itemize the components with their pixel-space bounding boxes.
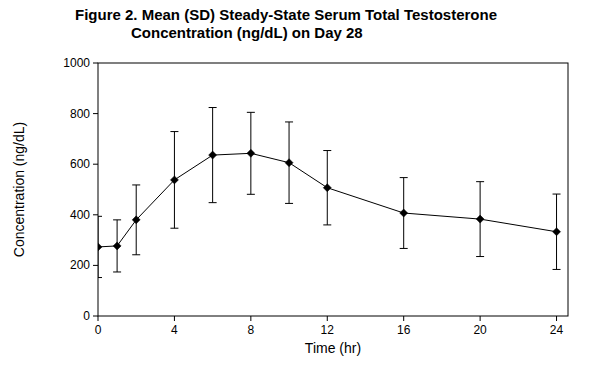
data-point <box>98 243 102 251</box>
data-point <box>553 228 561 236</box>
y-axis-label: Concentration (ng/dL) <box>11 122 27 257</box>
chart: Figure 2. Mean (SD) Steady-State Serum T… <box>0 0 605 370</box>
y-tick <box>93 63 98 64</box>
chart-svg: Figure 2. Mean (SD) Steady-State Serum T… <box>0 0 605 370</box>
x-tick <box>327 316 328 321</box>
data-point <box>323 184 331 192</box>
x-tick-label: 0 <box>95 323 102 337</box>
error-bar <box>285 122 293 203</box>
error-bar <box>98 216 102 277</box>
y-tick-label: 800 <box>70 107 90 121</box>
x-tick-label: 8 <box>248 323 255 337</box>
error-bar <box>476 182 484 257</box>
y-tick <box>93 214 98 215</box>
x-tick-label: 12 <box>321 323 335 337</box>
plot-area <box>98 108 561 278</box>
y-tick <box>93 316 98 317</box>
x-axis-label: Time (hr) <box>305 340 361 356</box>
data-line <box>98 153 557 247</box>
error-bar <box>170 132 178 229</box>
y-tick-label: 200 <box>70 258 90 272</box>
data-point <box>132 216 140 224</box>
error-bar <box>247 112 255 194</box>
y-tick-label: 600 <box>70 157 90 171</box>
x-tick <box>174 316 175 321</box>
data-point <box>400 209 408 217</box>
y-tick-label: 400 <box>70 208 90 222</box>
x-tick-label: 4 <box>171 323 178 337</box>
error-bar <box>400 178 408 249</box>
x-tick <box>250 316 251 321</box>
y-tick <box>93 265 98 266</box>
title: Concentration (ng/dL) on Day 28 <box>131 24 363 41</box>
x-tick-label: 20 <box>473 323 487 337</box>
y-tick-label: 0 <box>83 309 90 323</box>
data-point <box>285 159 293 167</box>
plot-frame <box>98 63 568 316</box>
x-tick-label: 16 <box>397 323 411 337</box>
y-tick <box>93 164 98 165</box>
error-bar <box>323 151 331 225</box>
y-tick-label: 1000 <box>63 56 90 70</box>
data-point <box>476 215 484 223</box>
error-bar <box>553 194 561 269</box>
data-point <box>209 151 217 159</box>
error-bar <box>113 220 121 272</box>
data-point <box>113 242 121 250</box>
x-tick <box>556 316 557 321</box>
x-tick <box>98 316 99 321</box>
title: Figure 2. Mean (SD) Steady-State Serum T… <box>75 6 497 23</box>
x-tick-label: 24 <box>550 323 564 337</box>
x-tick <box>403 316 404 321</box>
data-point <box>170 176 178 184</box>
error-bar <box>132 185 140 255</box>
data-point <box>247 149 255 157</box>
y-tick <box>93 113 98 114</box>
x-tick <box>480 316 481 321</box>
error-bar <box>209 108 217 203</box>
